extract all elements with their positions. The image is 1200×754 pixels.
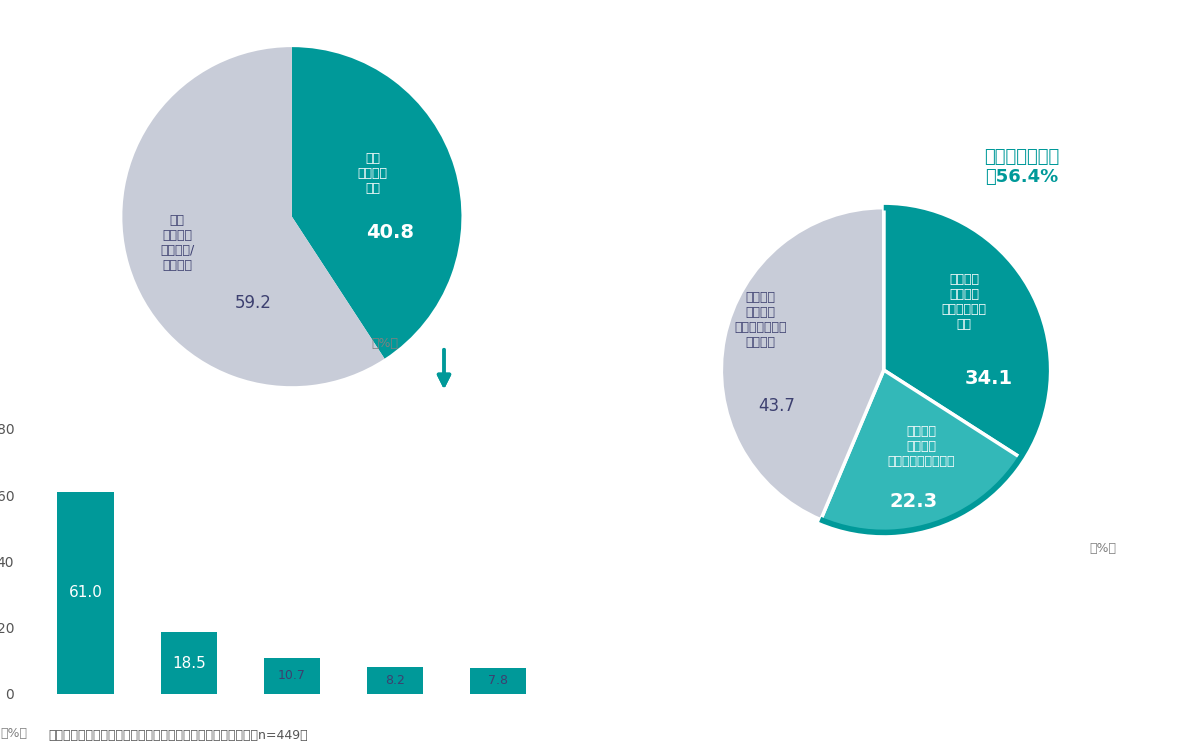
Text: 10.7: 10.7 — [278, 670, 306, 682]
Bar — [367, 667, 424, 694]
Text: （%）: （%） — [1090, 542, 1116, 555]
Text: 34.1: 34.1 — [965, 369, 1013, 388]
Text: 経験者＋意向者
計56.4%: 経験者＋意向者 計56.4% — [984, 148, 1060, 186]
Text: （上位５項目を抜粹：複数回答：普段自転車に乗る人ベース：n=449）: （上位５項目を抜粹：複数回答：普段自転車に乗る人ベース：n=449） — [48, 728, 307, 742]
Text: 8.2: 8.2 — [385, 673, 404, 687]
Wedge shape — [883, 207, 1046, 458]
Text: 18.5: 18.5 — [172, 655, 205, 670]
Wedge shape — [721, 207, 883, 520]
Text: 普段
自転車に
乗る: 普段 自転車に 乗る — [358, 152, 388, 195]
Text: 22.3: 22.3 — [889, 492, 937, 511]
Text: 旅行先で
自転車に
乗ってみたいと思う: 旅行先で 自転車に 乗ってみたいと思う — [888, 425, 955, 468]
Wedge shape — [292, 47, 462, 359]
Bar — [264, 658, 320, 694]
Bar — [58, 492, 114, 694]
Bar — [469, 668, 527, 694]
Text: 59.2: 59.2 — [235, 293, 272, 311]
Wedge shape — [821, 370, 1020, 532]
Bar — [161, 633, 217, 694]
Text: 旅行先で
自転車に
乗ったことが
ある: 旅行先で 自転車に 乗ったことが ある — [942, 274, 986, 331]
Wedge shape — [122, 47, 384, 386]
Text: 61.0: 61.0 — [68, 585, 103, 600]
Text: 40.8: 40.8 — [366, 223, 414, 242]
Text: 旅行先で
自転車に
乗ってみたいと
思わない: 旅行先で 自転車に 乗ってみたいと 思わない — [734, 291, 787, 349]
Text: （%）: （%） — [0, 727, 28, 740]
Text: 普段
自転車に
乗らない/
乗れない: 普段 自転車に 乗らない/ 乗れない — [160, 214, 194, 272]
Text: （%）: （%） — [372, 337, 398, 351]
Text: 43.7: 43.7 — [758, 397, 796, 415]
Text: 7.8: 7.8 — [488, 674, 508, 687]
